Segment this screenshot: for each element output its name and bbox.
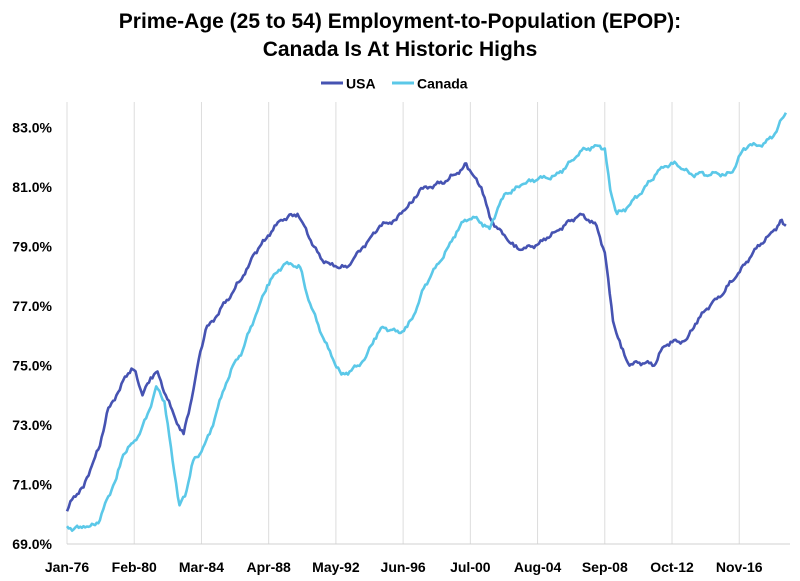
y-tick-label: 71.0% bbox=[12, 477, 52, 493]
series-line-canada bbox=[65, 112, 788, 532]
x-tick-label: May-92 bbox=[312, 559, 360, 575]
y-axis-ticks: 69.0% 71.0% 73.0% 75.0% 77.0% 79.0% 81.0% 83.0% bbox=[12, 120, 52, 552]
x-tick-label: Aug-04 bbox=[514, 559, 562, 575]
legend: USA Canada bbox=[321, 76, 468, 92]
y-tick-label: 77.0% bbox=[12, 298, 52, 314]
x-tick-label: Jun-96 bbox=[381, 559, 426, 575]
x-tick-label: Sep-08 bbox=[582, 559, 628, 575]
x-axis-ticks: Jan-76 Feb-80 Mar-84 Apr-88 May-92 Jun-96 Jul-… bbox=[45, 559, 763, 575]
x-tick-label: Nov-16 bbox=[716, 559, 763, 575]
chart-title: Prime-Age (25 to 54) Employment-to-Popul… bbox=[119, 10, 681, 33]
x-tick-label: Jul-00 bbox=[450, 559, 491, 575]
x-tick-label: Oct-12 bbox=[650, 559, 694, 575]
y-tick-label: 69.0% bbox=[12, 536, 52, 552]
series-lines bbox=[65, 112, 788, 532]
y-tick-label: 75.0% bbox=[12, 358, 52, 374]
y-tick-label: 79.0% bbox=[12, 239, 52, 255]
y-tick-label: 81.0% bbox=[12, 179, 52, 195]
x-tick-label: Feb-80 bbox=[112, 559, 157, 575]
x-tick-label: Apr-88 bbox=[246, 559, 291, 575]
legend-label-canada: Canada bbox=[417, 76, 468, 92]
series-line-usa bbox=[65, 162, 787, 512]
y-tick-label: 83.0% bbox=[12, 120, 52, 136]
chart-subtitle: Canada Is At Historic Highs bbox=[263, 38, 538, 61]
x-tick-label: Mar-84 bbox=[179, 559, 224, 575]
y-tick-label: 73.0% bbox=[12, 417, 52, 433]
x-tick-label: Jan-76 bbox=[45, 559, 90, 575]
gridlines bbox=[66, 102, 740, 544]
legend-label-usa: USA bbox=[346, 76, 376, 92]
